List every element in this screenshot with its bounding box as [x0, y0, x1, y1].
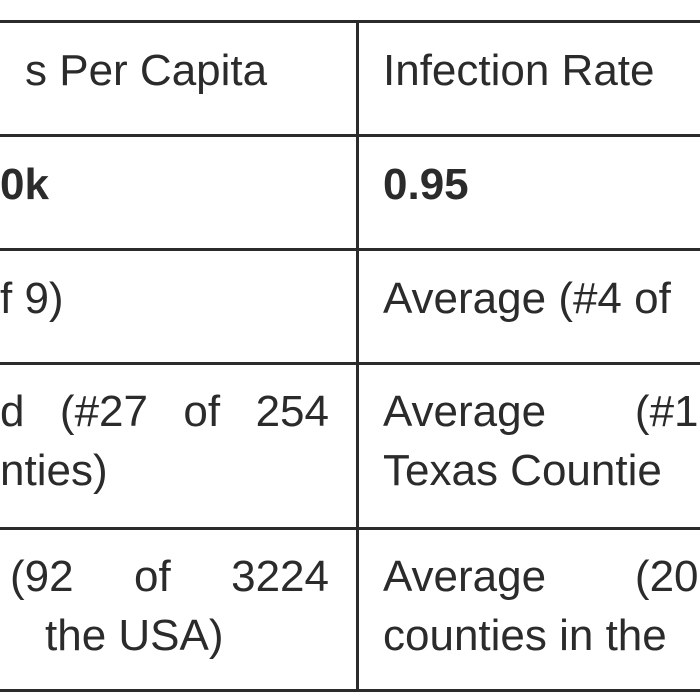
table-border-top [0, 20, 700, 23]
row2-right-value: Average (#4 of [383, 274, 671, 323]
row3-right-line1-text: Average (#10 [383, 387, 700, 436]
header-cell-infection-rate: Infection Rate [383, 46, 655, 95]
row-divider [0, 248, 700, 251]
row3-left-line1-text: d (#27 of 254 [0, 387, 329, 436]
row-divider [0, 527, 700, 530]
row-divider [0, 134, 700, 137]
row4-left-line1: (92 of 3224 [10, 548, 329, 606]
row3-left-line2: nties) [0, 446, 108, 495]
row4-right-line1: Average (203 [383, 548, 700, 606]
row4-left-line2: the USA) [45, 611, 224, 660]
table-border-bottom [0, 689, 700, 692]
row3-right-line2: Texas Countie [383, 446, 662, 495]
row3-right-line1: Average (#10 [383, 383, 700, 441]
row1-left-value: 0k [0, 160, 49, 209]
row4-right-line1-text: Average (203 [383, 552, 700, 601]
row3-left-line1: d (#27 of 254 [0, 383, 329, 441]
row4-left-line1-text: (92 of 3224 [10, 552, 329, 601]
row2-left-value: f 9) [0, 274, 64, 323]
header-cell-per-capita: s Per Capita [25, 46, 268, 95]
column-divider [356, 20, 359, 692]
row4-right-line2: counties in the [383, 611, 667, 660]
row1-right-value: 0.95 [383, 160, 469, 209]
row-divider [0, 362, 700, 365]
